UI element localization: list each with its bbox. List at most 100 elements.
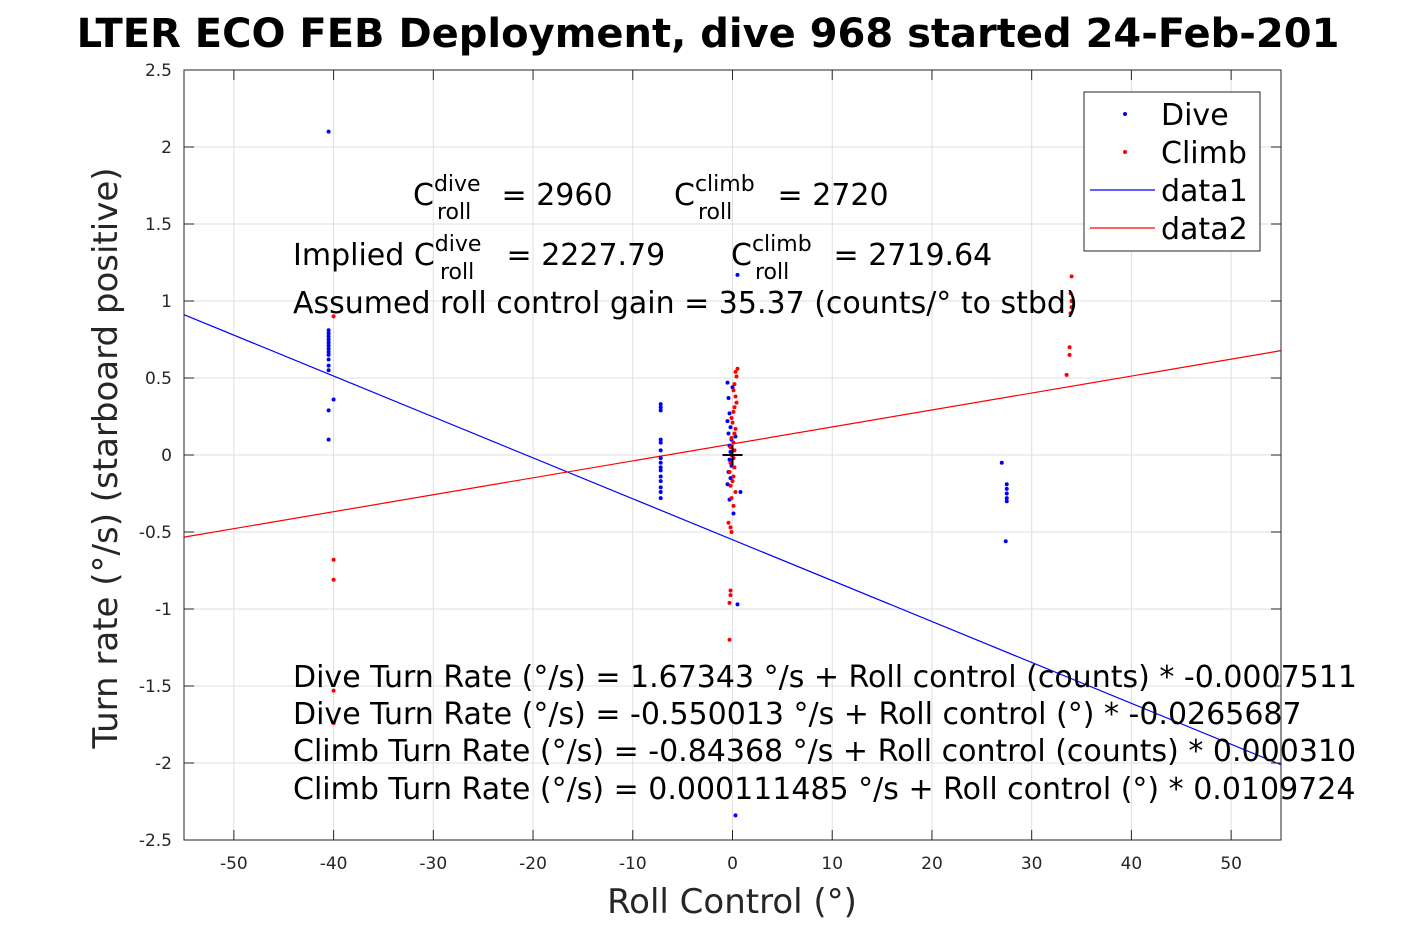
y-tick-label: 1.5	[145, 215, 172, 235]
point-dive	[730, 385, 735, 390]
point-climb	[1068, 291, 1073, 296]
point-climb	[331, 557, 336, 562]
legend-marker-dive	[1123, 112, 1127, 116]
point-dive	[326, 334, 331, 339]
point-climb	[733, 426, 738, 431]
point-dive	[658, 479, 663, 484]
point-dive	[726, 431, 731, 436]
y-tick-label: 0	[161, 446, 172, 466]
point-climb	[1064, 372, 1069, 377]
point-climb	[1069, 274, 1074, 279]
legend-label-data1: data1	[1161, 174, 1248, 209]
point-dive	[326, 328, 331, 333]
x-tick-label: 0	[727, 854, 738, 874]
y-tick-label: 2.5	[145, 61, 172, 81]
point-dive	[735, 602, 740, 607]
fit-line-data1	[183, 314, 1282, 766]
point-dive	[326, 437, 331, 442]
y-tick-label: 1	[161, 292, 172, 312]
point-dive	[658, 402, 663, 407]
annotation-c-dive: Cdive roll = 2960	[413, 172, 613, 225]
legend-box	[1083, 91, 1261, 252]
point-dive	[1003, 539, 1008, 544]
point-dive	[658, 448, 663, 453]
point-dive	[728, 425, 733, 430]
point-climb	[735, 366, 740, 371]
point-climb	[1068, 311, 1073, 316]
chart-title: LTER ECO FEB Deployment, dive 968 starte…	[77, 11, 1340, 57]
y-tick-label: -2.5	[139, 831, 172, 851]
point-climb	[1067, 352, 1072, 357]
x-tick-label: 40	[1121, 854, 1143, 874]
point-climb	[729, 530, 734, 534]
point-dive	[326, 408, 331, 413]
point-climb	[331, 577, 336, 582]
point-dive	[733, 813, 738, 818]
point-dive	[326, 368, 331, 373]
point-climb	[331, 314, 336, 319]
point-climb	[734, 400, 739, 405]
axis-ticks	[184, 69, 1281, 841]
point-dive	[326, 343, 331, 348]
x-axis-title: Roll Control (°)	[607, 882, 857, 922]
annotation-implied-climb: Cclimb roll = 2719.64	[731, 232, 992, 285]
point-dive	[658, 474, 663, 479]
point-dive	[1004, 496, 1009, 501]
y-tick-label: -2	[155, 754, 172, 774]
point-climb	[729, 416, 734, 421]
point-dive	[326, 346, 331, 351]
annotation-equation-2: Dive Turn Rate (°/s) = -0.550013 °/s + R…	[293, 697, 1302, 732]
point-climb	[728, 588, 733, 593]
point-climb	[727, 600, 732, 605]
y-axis-title: Turn rate (°/s) (starboard positive)	[86, 167, 126, 749]
point-climb	[732, 382, 737, 387]
annotation-equation-3: Climb Turn Rate (°/s) = -0.84368 °/s + R…	[293, 734, 1356, 769]
point-climb	[728, 525, 733, 530]
annotation-implied-dive: Implied Cdive roll = 2227.79	[293, 232, 665, 285]
origin-marker	[722, 445, 743, 465]
x-tick-label: -50	[220, 854, 248, 874]
point-dive	[658, 496, 663, 501]
legend-label-dive: Dive	[1161, 98, 1229, 133]
point-climb	[728, 483, 733, 488]
point-climb	[732, 431, 737, 436]
y-tick-label: 0.5	[145, 369, 172, 389]
y-tick-label: 2	[161, 138, 172, 158]
point-climb	[726, 520, 731, 525]
point-dive	[725, 419, 730, 424]
legend-label-data2: data2	[1161, 212, 1248, 247]
point-dive	[727, 411, 732, 416]
point-dive	[326, 363, 331, 368]
point-climb	[731, 440, 736, 445]
point-dive	[658, 456, 663, 461]
point-dive	[658, 408, 663, 413]
y-tick-label: -1.5	[139, 677, 172, 697]
point-climb	[331, 720, 336, 725]
point-dive	[326, 352, 331, 357]
x-tick-label: -20	[519, 854, 547, 874]
legend-marker-climb	[1123, 150, 1127, 154]
point-dive	[1004, 482, 1009, 487]
point-climb	[729, 436, 734, 441]
point-climb	[731, 388, 736, 393]
legend-label-climb: Climb	[1161, 136, 1247, 171]
point-dive	[738, 489, 743, 494]
point-dive	[326, 340, 331, 345]
point-dive	[331, 397, 336, 402]
point-dive	[999, 460, 1004, 465]
point-climb	[731, 503, 736, 508]
point-dive	[326, 357, 331, 362]
annotation-c-climb: Cclimb roll = 2720	[674, 172, 889, 225]
point-dive	[326, 349, 331, 354]
point-dive	[326, 337, 331, 342]
point-climb	[734, 374, 739, 379]
x-tick-label: -30	[419, 854, 447, 874]
point-climb	[730, 479, 735, 484]
point-climb	[728, 593, 733, 598]
point-climb	[1069, 305, 1074, 310]
point-dive	[658, 485, 663, 490]
point-dive	[658, 437, 663, 442]
point-climb	[730, 420, 735, 425]
x-tick-label: 30	[1021, 854, 1043, 874]
